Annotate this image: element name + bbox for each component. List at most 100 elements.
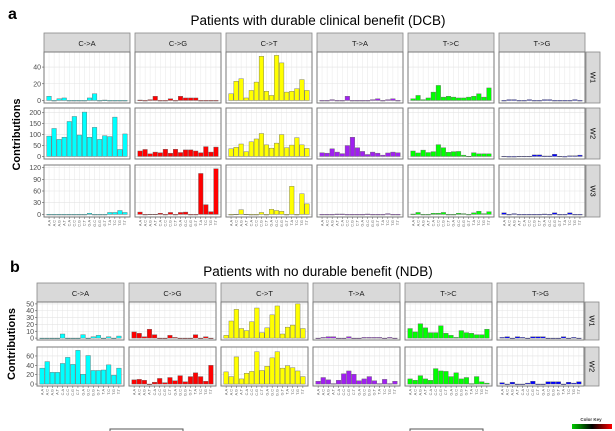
y-tick-label: 0 [37,212,41,219]
bar-C->G-W1-C.G [167,98,173,101]
bar-T->G-W2-T.A [561,383,567,385]
bar-C->A-W3-T.C [112,212,118,215]
facet-panel [220,346,309,387]
bar-T->C-W1-C.A [430,91,436,101]
bar-T->C-W1-G.C [456,97,462,101]
x-tick-label: C.A [337,389,341,396]
bar-C->G-W2-T.C [198,376,204,385]
x-tick-label: A.A [224,389,228,396]
bar-C->T-W1-A.T [243,97,249,101]
bar-T->A-W3-T.C [385,213,391,215]
bar-T->C-W3-T.G [481,213,487,215]
bar-C->G-W2-G.C [183,149,189,157]
bar-T->A-W1-C.T [354,100,360,102]
bar-T->C-W3-A.T [425,214,431,216]
bar-T->A-W1-G.A [360,100,366,102]
x-tick-label: C.C [434,389,438,396]
bar-T->C-W1-A.T [425,97,431,101]
bar-T->C-W2-G.G [458,378,464,385]
bar-C->T-W2-C.T [263,144,269,157]
bar-C->T-W2-A.G [233,356,239,385]
bar-T->C-W1-T.G [479,334,485,339]
bar-C->A-W1-G.A [80,334,86,339]
bar-T->C-W2-A.A [410,150,416,157]
bar-T->G-W1-T.C [567,100,573,102]
x-tick-label: T.C [113,220,117,226]
bar-T->A-W3-C.C [344,214,350,216]
bar-C->G-W1-T.G [203,336,209,339]
bar-C->A-W2-T.G [111,374,117,385]
x-tick-label: G.G [462,220,466,227]
bar-C->G-W3-G.A [178,212,184,215]
bar-T->G-W2-C.G [530,381,536,385]
row-strip-label: W3 [589,185,598,196]
bar-T->A-W1-A.G [329,99,335,101]
y-tick-label: 150 [29,121,41,128]
bar-C->T-W2-T.A [285,365,291,385]
x-tick-label: C.T [538,219,542,226]
bar-C->T-W1-G.A [269,95,275,101]
bar-T->C-W2-T.T [486,153,492,157]
bar-C->A-W2-G.A [87,137,93,157]
bar-C->G-W3-T.A [198,173,204,215]
x-tick-label: A.G [330,220,334,227]
x-tick-label: T.G [300,220,304,226]
bar-T->C-W3-C.G [440,212,446,215]
x-tick-label: T.A [381,220,385,226]
x-tick-label: G.A [265,389,269,396]
bar-C->G-W1-T.C [203,100,209,102]
x-tick-label: C.G [163,389,167,396]
bar-T->A-W2-T.G [390,151,396,157]
bar-T->C-W2-G.A [448,376,454,385]
bar-T->C-W2-T.A [471,152,477,157]
x-tick-label: C.C [158,389,162,396]
x-tick-label: T.G [480,389,484,395]
facet-panel [225,164,313,218]
x-tick-label: G.C [86,389,90,396]
x-tick-label: G.G [189,220,193,227]
bar-T->A-W3-G.C [365,213,371,215]
bar-C->A-W2-A.A [39,367,45,385]
x-tick-label: A.G [239,220,243,227]
facet-label: T->C [443,39,460,48]
y-tick-label: 40 [33,65,41,72]
bar-C->A-W2-G.G [97,139,103,157]
x-tick-label: G.A [449,389,453,396]
bar-T->G-W2-A.C [504,383,510,385]
bar-C->A-W1-T.G [117,100,123,102]
bar-C->T-W1-T.T [304,90,310,101]
x-tick-label: C.T [168,388,172,395]
bar-C->T-W2-G.T [279,367,285,385]
x-tick-label: C.A [521,389,525,396]
bar-C->A-W1-C.A [60,333,66,339]
bar-T->C-W3-C.T [445,214,451,216]
bar-C->T-W2-G.A [264,366,270,385]
y-tick-label: 50 [26,301,34,308]
bar-T->G-W1-T.T [576,337,582,339]
x-tick-label: C.T [352,388,356,395]
facet-panel [43,164,131,218]
bar-T->G-W2-G.G [550,381,556,385]
x-tick-label: C.T [174,219,178,226]
bar-T->G-W1-T.C [566,337,572,339]
facet-panel [316,51,404,104]
bar-T->G-W2-C.C [526,156,532,158]
bar-C->T-W2-C.G [258,133,264,157]
x-tick-label: A.G [235,389,239,396]
x-tick-label: C.A [522,220,526,227]
bar-T->G-W2-C.G [531,154,537,157]
bar-T->C-W1-G.T [463,332,469,339]
x-tick-label: C.T [447,219,451,226]
x-tick-label: C.G [255,389,259,396]
bar-C->A-W1-G.A [87,97,93,101]
x-tick-label: G.T [373,388,377,395]
bar-T->C-W2-G.T [463,377,469,385]
bar-C->T-W2-C.G [254,351,260,385]
bar-T->A-W2-T.C [382,379,388,385]
bar-T->C-W1-A.G [420,99,426,101]
facet-label: T->A [348,289,364,298]
x-tick-label: A.A [320,220,324,227]
bar-C->G-W1-T.G [208,100,214,102]
bar-C->G-W1-G.T [187,337,193,339]
bar-C->G-W1-T.A [198,100,204,102]
